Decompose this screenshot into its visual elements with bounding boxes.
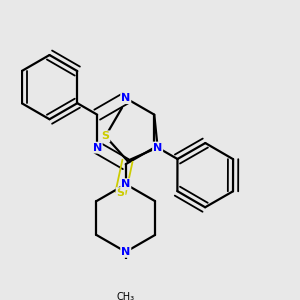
Text: N: N	[121, 247, 130, 257]
Text: S: S	[101, 131, 110, 141]
Text: N: N	[121, 93, 130, 103]
Text: S: S	[116, 188, 124, 198]
Text: N: N	[121, 179, 130, 189]
Text: N: N	[93, 142, 102, 153]
Text: CH₃: CH₃	[117, 292, 135, 300]
Text: N: N	[153, 142, 162, 152]
